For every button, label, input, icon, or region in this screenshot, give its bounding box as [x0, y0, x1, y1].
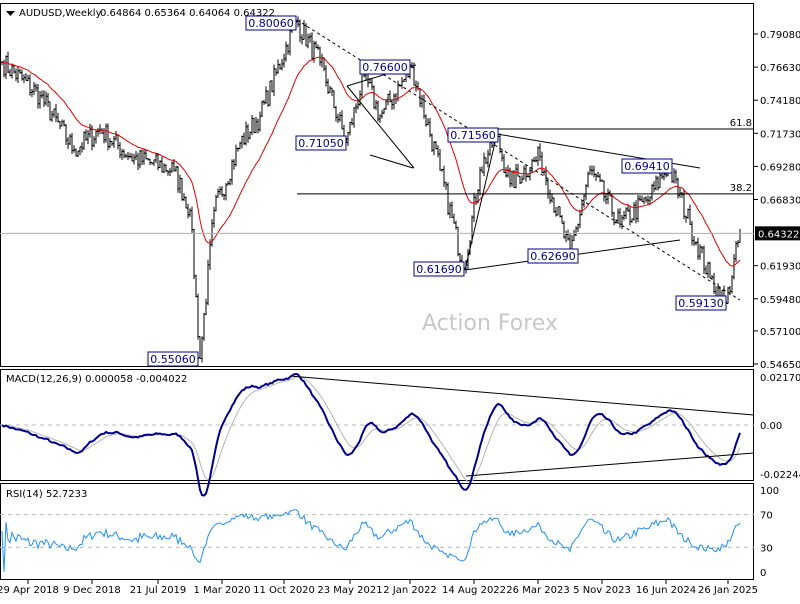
rsi-tick-label: 0: [760, 568, 766, 579]
x-tick-label: 14 Aug 2022: [442, 585, 506, 596]
y-tick-label: 0.71730: [760, 129, 800, 140]
price-annotation-label: 0.69410: [624, 160, 670, 173]
price-annotation-box: [621, 158, 673, 174]
y-tick-label: 0.59480: [760, 295, 800, 306]
x-tick-label: 21 Jul 2019: [130, 585, 187, 596]
x-tick-label: 16 Jun 2024: [636, 585, 696, 596]
x-tick-label: 11 Oct 2020: [253, 585, 315, 596]
x-tick-label: 2 Jan 2022: [383, 585, 437, 596]
rsi-label: RSI(14) 52.7233: [6, 489, 87, 500]
price-layer: 61.8 38.2: [0, 15, 754, 363]
price-annotation-label: 0.80060: [248, 17, 294, 30]
y-tick-label: 0.79080: [760, 30, 800, 41]
x-tick-label: 1 Mar 2020: [193, 585, 250, 596]
price-annotation-box: [147, 351, 199, 367]
price-annotation-box: [413, 261, 465, 277]
price-annotation-box: [295, 135, 347, 151]
x-tick-label: 23 May 2021: [317, 585, 382, 596]
price-annotation-label: 0.59130: [678, 297, 724, 310]
price-annotation-label: 0.55060: [150, 353, 196, 366]
x-tick-label: 26 Mar 2023: [506, 585, 569, 596]
macd-trendline-upper: [289, 375, 755, 416]
watermark: Action Forex: [422, 311, 558, 336]
price-annotation-box: [359, 59, 411, 75]
rsi-layer: [0, 509, 754, 573]
macd-signal-line: [1, 376, 741, 483]
axes-layer: 0.79080 0.76630 0.74180 0.71730 0.69280 0.668…: [0, 30, 800, 596]
x-tick-label: 9 Dec 2018: [63, 585, 121, 596]
current-price-label: 0.64322: [758, 229, 799, 240]
macd-main-line: [1, 372, 741, 497]
rsi-line: [1, 509, 741, 573]
x-tick-label: 26 Jan 2025: [698, 585, 758, 596]
price-annotation-label: 0.62690: [530, 250, 576, 263]
macd-tick-label: 0.00: [760, 421, 782, 432]
ohlc-values: 0.64864 0.65364 0.64064 0.64322: [100, 8, 275, 19]
price-annotation-box: [447, 127, 499, 143]
price-annotation-box: [527, 248, 579, 264]
y-tick-label: 0.66830: [760, 195, 800, 206]
price-annotation-label: 0.71050: [298, 137, 344, 150]
macd-layer: [0, 372, 755, 497]
current-price-tag: [755, 226, 800, 241]
y-tick-label: 0.61930: [760, 262, 800, 273]
collapse-triangle-icon[interactable]: [6, 11, 15, 16]
macd-label: MACD(12,26,9) 0.000058 -0.004022: [6, 374, 187, 385]
rsi-tick-label: 70: [760, 511, 773, 522]
trendline: [464, 133, 498, 271]
rsi-panel: [0, 483, 754, 580]
rsi-tick-label: 30: [760, 543, 773, 554]
macd-tick-label: 0.021701: [760, 373, 800, 384]
moving-average-line: [1, 56, 741, 267]
price-annotation-label: 0.76600: [362, 61, 408, 74]
x-tick-label: 29 Apr 2018: [0, 585, 59, 596]
y-tick-label: 0.74180: [760, 96, 800, 107]
annotations-layer: 0.80060 0.76600 0.71050 0.71560 0.61690 0.626…: [147, 15, 728, 367]
y-tick-label: 0.69280: [760, 162, 800, 173]
fib-label-618: 61.8: [730, 118, 752, 129]
x-tick-label: 5 Nov 2023: [573, 585, 631, 596]
price-annotation-label: 0.71560: [450, 129, 496, 142]
price-annotation-box: [245, 15, 297, 31]
price-annotation-label: 0.61690: [416, 263, 462, 276]
macd-tick-label: -0.022445: [760, 470, 800, 481]
fib-label-382: 38.2: [730, 183, 752, 194]
main-panel: [0, 3, 754, 367]
y-tick-label: 0.54650: [760, 360, 800, 371]
rsi-tick-label: 100: [760, 486, 779, 497]
y-tick-label: 0.57100: [760, 327, 800, 338]
price-annotation-box: [675, 295, 727, 311]
y-tick-label: 0.76630: [760, 63, 800, 74]
symbol-title: AUDUSD,Weekly: [19, 8, 102, 19]
macd-trendline-lower: [465, 452, 755, 477]
trendline: [346, 85, 415, 169]
trendline: [369, 154, 414, 169]
